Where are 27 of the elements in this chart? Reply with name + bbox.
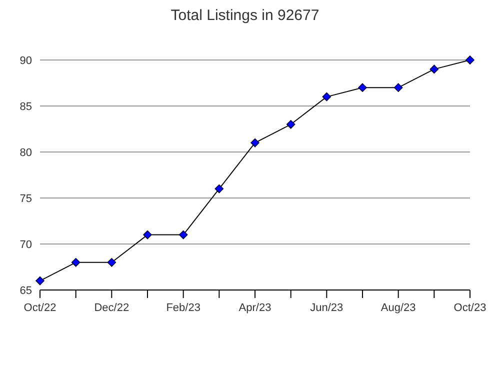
point — [286, 120, 296, 129]
x-tick-label: Jun/23 — [310, 302, 344, 314]
point — [466, 56, 474, 64]
x-tick-label: Dec/22 — [94, 302, 130, 314]
point — [178, 230, 188, 240]
y-tick-label: 90 — [20, 55, 32, 67]
x-tick-label: Feb/23 — [166, 302, 200, 314]
point — [430, 64, 439, 74]
y-tick-label: 85 — [20, 101, 32, 113]
x-tick-label: Aug/23 — [380, 302, 416, 314]
point — [358, 83, 367, 92]
point — [107, 258, 116, 267]
point — [322, 92, 332, 102]
point — [36, 276, 44, 286]
y-tick-label: 65 — [20, 285, 32, 297]
y-tick-label: 80 — [20, 147, 32, 159]
point — [71, 258, 80, 267]
x-tick-label: Apr/23 — [238, 302, 272, 314]
x-tick-label: Oct/23 — [454, 302, 486, 314]
x-tick-label: Oct/22 — [24, 302, 56, 314]
y-tick-label: 70 — [20, 239, 32, 251]
point — [250, 138, 260, 148]
point — [214, 184, 224, 194]
chart-title: Total Listings in 92677 — [170, 7, 320, 24]
point — [143, 230, 152, 240]
point — [394, 83, 403, 92]
y-tick-label: 75 — [20, 193, 32, 205]
